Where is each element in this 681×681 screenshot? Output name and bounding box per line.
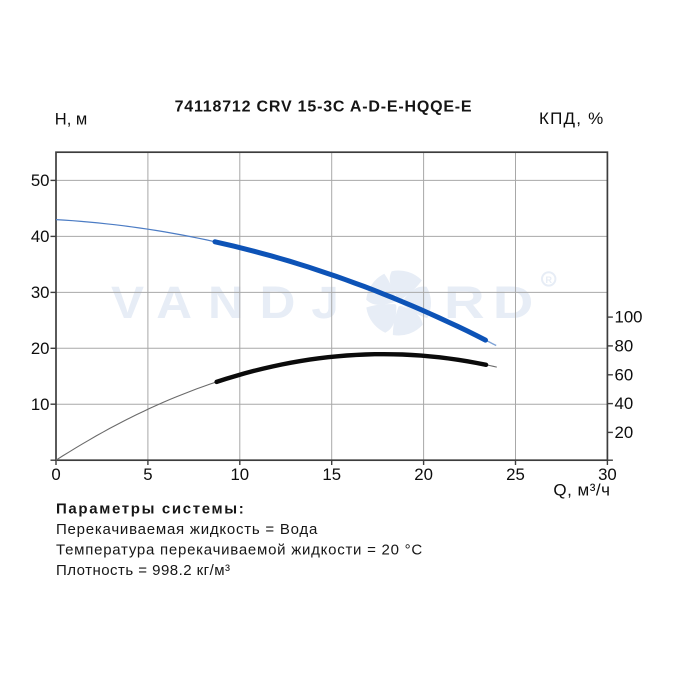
- svg-text:20: 20: [615, 423, 634, 442]
- svg-text:Температура перекачиваемой жид: Температура перекачиваемой жидкости = 20…: [56, 542, 423, 559]
- svg-text:15: 15: [322, 465, 341, 484]
- svg-text:30: 30: [598, 465, 617, 484]
- svg-text:Параметры системы:: Параметры системы:: [56, 501, 245, 518]
- svg-text:30: 30: [31, 283, 50, 302]
- svg-text:60: 60: [615, 365, 634, 384]
- svg-text:10: 10: [31, 395, 50, 414]
- svg-text:5: 5: [143, 465, 152, 484]
- svg-text:VANDJ: VANDJ: [111, 278, 355, 328]
- svg-text:80: 80: [615, 337, 634, 356]
- svg-text:КПД, %: КПД, %: [539, 109, 604, 128]
- svg-text:Н, м: Н, м: [55, 110, 87, 128]
- svg-text:Плотность = 998.2 кг/м³: Плотность = 998.2 кг/м³: [56, 562, 231, 579]
- svg-text:10: 10: [230, 465, 249, 484]
- svg-text:RD: RD: [444, 277, 541, 327]
- svg-text:20: 20: [31, 339, 50, 358]
- svg-text:74118712 CRV 15-3C A-D-E-HQQE-: 74118712 CRV 15-3C A-D-E-HQQE-E: [175, 99, 473, 116]
- svg-text:0: 0: [51, 465, 60, 484]
- svg-text:R: R: [545, 275, 552, 285]
- svg-text:25: 25: [506, 465, 525, 484]
- svg-text:100: 100: [615, 308, 643, 327]
- svg-text:50: 50: [31, 171, 50, 190]
- svg-text:40: 40: [615, 394, 634, 413]
- svg-text:Перекачиваемая жидкость = Вода: Перекачиваемая жидкость = Вода: [56, 521, 318, 538]
- svg-text:Q, м³/ч: Q, м³/ч: [553, 480, 610, 499]
- svg-text:20: 20: [414, 465, 433, 484]
- svg-text:40: 40: [31, 227, 50, 246]
